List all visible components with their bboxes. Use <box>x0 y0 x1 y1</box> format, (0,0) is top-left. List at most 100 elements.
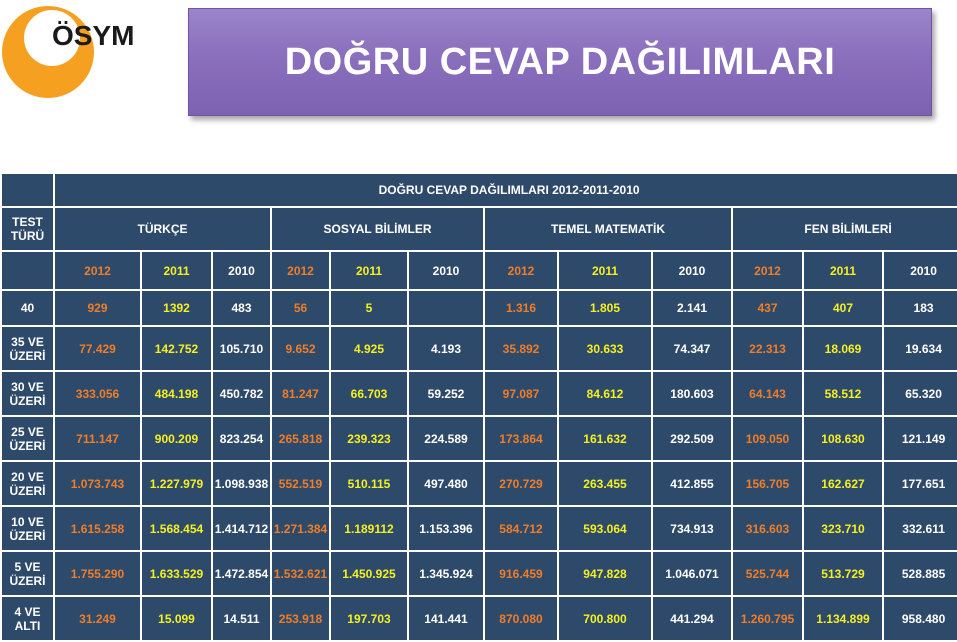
table-cell: 5 <box>329 289 409 327</box>
table-cell: 333.056 <box>53 370 142 417</box>
table-cell: 497.480 <box>407 460 485 507</box>
table-cell: 870.080 <box>483 595 559 642</box>
row-label: 40 <box>0 289 55 327</box>
table-cell: 823.254 <box>211 415 272 462</box>
table-cell: 510.115 <box>329 460 409 507</box>
table-cell: 292.509 <box>651 415 733 462</box>
row-label: 35 VE ÜZERİ <box>0 325 55 372</box>
row-label: 4 VE ALTI <box>0 595 55 642</box>
test-type-label: TEST TÜRÜ <box>0 206 55 252</box>
table-cell: 59.252 <box>407 370 485 417</box>
table-cell: 183 <box>881 289 957 327</box>
table-cell: 180.603 <box>651 370 733 417</box>
table-cell: 1.615.258 <box>53 505 142 552</box>
year-corner-cell <box>0 250 55 291</box>
table-cell: 734.913 <box>651 505 733 552</box>
table-cell: 584.712 <box>483 505 559 552</box>
year-header: 2011 <box>140 250 213 291</box>
table-cell: 700.800 <box>557 595 653 642</box>
table-cell: 84.612 <box>557 370 653 417</box>
table-cell: 31.249 <box>53 595 142 642</box>
table-cell: 484.198 <box>140 370 213 417</box>
table-cell: 1392 <box>140 289 213 327</box>
table-cell: 332.611 <box>881 505 957 552</box>
row-label: 5 VE ÜZERİ <box>0 550 55 597</box>
table-cell: 450.782 <box>211 370 272 417</box>
table-cell: 161.632 <box>557 415 653 462</box>
table-cell: 14.511 <box>211 595 272 642</box>
table-cell: 1.532.621 <box>270 550 331 597</box>
table-cell: 22.313 <box>731 325 804 372</box>
table-cell: 109.050 <box>731 415 804 462</box>
table-cell: 239.323 <box>329 415 409 462</box>
year-header: 2012 <box>483 250 559 291</box>
table-cell: 270.729 <box>483 460 559 507</box>
table-row: 10 VE ÜZERİ 1.615.258 1.568.454 1.414.712 1.2… <box>0 505 957 552</box>
table-cell: 97.087 <box>483 370 559 417</box>
corner-cell <box>0 172 55 208</box>
row-label: 10 VE ÜZERİ <box>0 505 55 552</box>
year-header: 2011 <box>329 250 409 291</box>
table-cell: 74.347 <box>651 325 733 372</box>
logo-circle-icon <box>2 6 94 98</box>
table-cell: 513.729 <box>802 550 884 597</box>
table-cell: 552.519 <box>270 460 331 507</box>
table-cell: 64.143 <box>731 370 804 417</box>
table-cell: 253.918 <box>270 595 331 642</box>
table-cell: 1.073.743 <box>53 460 142 507</box>
table-cell: 711.147 <box>53 415 142 462</box>
table-cell: 121.149 <box>881 415 957 462</box>
table-cell: 323.710 <box>802 505 884 552</box>
table-cell: 1.450.925 <box>329 550 409 597</box>
row-label: 25 VE ÜZERİ <box>0 415 55 462</box>
table-cell: 162.627 <box>802 460 884 507</box>
table-cell: 412.855 <box>651 460 733 507</box>
table-cell: 1.227.979 <box>140 460 213 507</box>
table-cell: 35.892 <box>483 325 559 372</box>
year-header: 2011 <box>802 250 884 291</box>
table-cell: 58.512 <box>802 370 884 417</box>
table-row: 20 VE ÜZERİ 1.073.743 1.227.979 1.098.938 552… <box>0 460 957 507</box>
table-cell: 9.652 <box>270 325 331 372</box>
table-cell: 81.247 <box>270 370 331 417</box>
subject-turkce: TÜRKÇE <box>53 206 272 252</box>
table-row: 35 VE ÜZERİ 77.429 142.752 105.710 9.652 4.925… <box>0 325 957 372</box>
year-header: 2012 <box>53 250 142 291</box>
table-cell: 19.634 <box>881 325 957 372</box>
table-cell <box>407 289 485 327</box>
table-cell: 1.271.384 <box>270 505 331 552</box>
table-cell: 441.294 <box>651 595 733 642</box>
year-header: 2012 <box>270 250 331 291</box>
table-cell: 437 <box>731 289 804 327</box>
subject-fen: FEN BİLİMLERİ <box>730 206 957 252</box>
table-row: 4 VE ALTI 31.249 15.099 14.511 253.918 197.703… <box>0 595 957 642</box>
table-cell: 1.134.899 <box>802 595 884 642</box>
row-label: 20 VE ÜZERİ <box>0 460 55 507</box>
year-header: 2010 <box>651 250 733 291</box>
year-header: 2012 <box>731 250 804 291</box>
table-cell: 108.630 <box>802 415 884 462</box>
table-cell: 4.925 <box>329 325 409 372</box>
table-cell: 141.441 <box>407 595 485 642</box>
table-cell: 593.064 <box>557 505 653 552</box>
table-cell: 483 <box>211 289 272 327</box>
year-header: 2011 <box>557 250 653 291</box>
page-title: DOĞRU CEVAP DAĞILIMLARI <box>284 40 836 83</box>
table-cell: 18.069 <box>802 325 884 372</box>
table-title: DOĞRU CEVAP DAĞILIMLARI 2012-2011-2010 <box>52 172 957 208</box>
table-cell: 4.193 <box>407 325 485 372</box>
table-cell: 958.480 <box>881 595 957 642</box>
table-cell: 105.710 <box>211 325 272 372</box>
table-cell: 2.141 <box>651 289 733 327</box>
osym-logo: ÖSYM <box>0 0 170 110</box>
table-cell: 177.651 <box>881 460 957 507</box>
table-cell: 265.818 <box>270 415 331 462</box>
table-cell: 1.098.938 <box>211 460 272 507</box>
table-cell: 1.568.454 <box>140 505 213 552</box>
table-cell: 1.046.071 <box>651 550 733 597</box>
table-cell: 1.633.529 <box>140 550 213 597</box>
table-cell: 407 <box>802 289 884 327</box>
row-label: 30 VE ÜZERİ <box>0 370 55 417</box>
table-cell: 900.209 <box>140 415 213 462</box>
table-cell: 263.455 <box>557 460 653 507</box>
